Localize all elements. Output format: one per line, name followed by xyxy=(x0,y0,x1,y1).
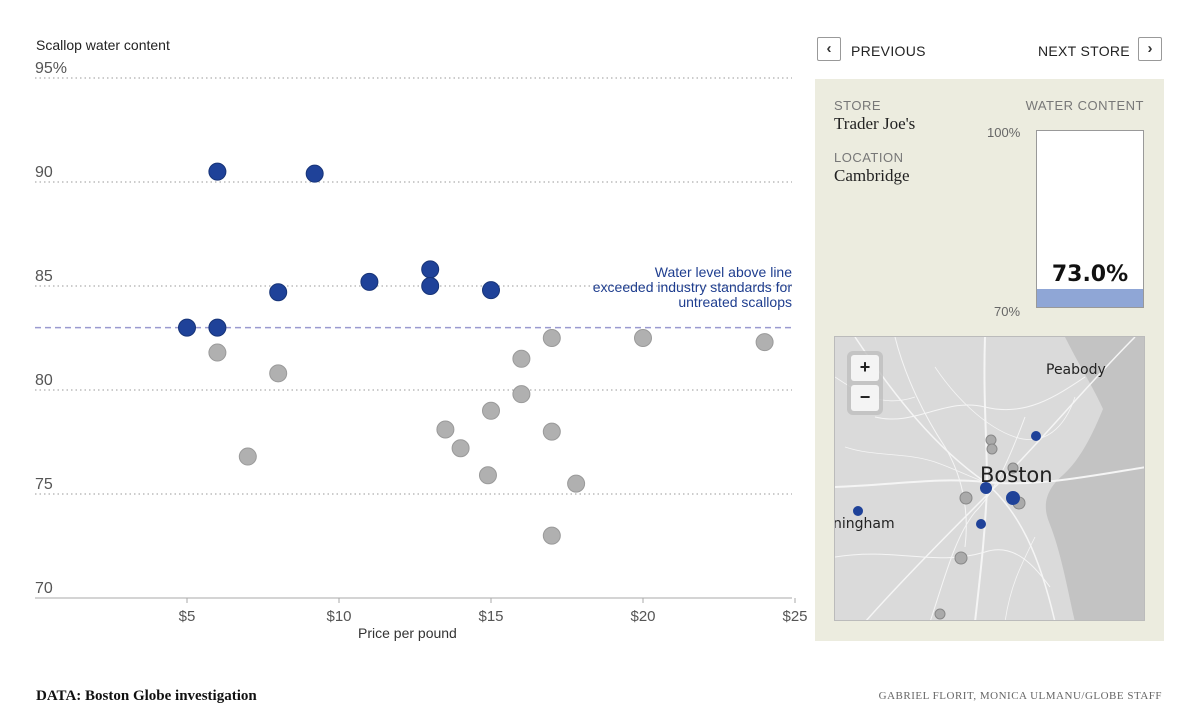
data-point xyxy=(360,272,379,291)
y-tick-label: 80 xyxy=(35,372,53,389)
data-point xyxy=(269,364,288,383)
previous-label[interactable]: PREVIOUS xyxy=(851,43,926,59)
data-point xyxy=(512,349,531,368)
data-point xyxy=(305,164,324,183)
next-store-label[interactable]: NEXT STORE xyxy=(1038,43,1130,59)
byline-credit: GABRIEL FLORIT, MONICA ULMANU/GLOBE STAF… xyxy=(878,690,1162,702)
road-network xyxy=(835,337,1144,620)
map-markers xyxy=(853,431,1041,620)
data-point xyxy=(478,466,497,485)
y-axis-title: Scallop water content xyxy=(36,37,170,53)
data-point xyxy=(208,162,227,181)
map-marker xyxy=(980,482,992,494)
x-tick-label: $25 xyxy=(782,608,807,625)
map-marker xyxy=(985,434,997,446)
x-axis-title: Price per pound xyxy=(358,625,457,641)
gauge-value: 73.0% xyxy=(1051,262,1129,287)
map-label-peabody: Peabody xyxy=(1046,362,1106,378)
data-point xyxy=(208,318,227,337)
scatter-chart: 70 75 80 85 90 95% $5 $10 $15 $20 $25 xyxy=(35,60,808,625)
gauge-max-label: 100% xyxy=(987,125,1021,140)
data-point xyxy=(238,447,257,466)
data-point xyxy=(421,277,440,295)
zoom-controls: + − xyxy=(847,351,883,415)
map-marker xyxy=(853,506,863,516)
map-marker xyxy=(1031,431,1041,441)
threshold-annotation: Water level above line exceeded industry… xyxy=(592,264,792,310)
water-content-gauge: 73.0% xyxy=(1036,130,1144,308)
zoom-in-button[interactable]: + xyxy=(851,355,879,381)
water-content-label: WATER CONTENT xyxy=(1025,98,1144,113)
store-name: Trader Joe's xyxy=(834,114,916,133)
next-store-button[interactable]: › xyxy=(1138,37,1162,61)
data-point xyxy=(451,439,470,458)
x-tick-label: $10 xyxy=(326,608,351,625)
data-point xyxy=(436,420,455,439)
map-marker xyxy=(986,443,998,455)
data-point xyxy=(542,422,561,441)
gauge-fill xyxy=(1037,289,1143,307)
data-point xyxy=(269,283,288,302)
data-point xyxy=(421,260,440,279)
map-marker xyxy=(959,491,973,505)
data-point xyxy=(208,343,227,362)
location-label: LOCATION xyxy=(834,150,904,165)
y-tick-label: 70 xyxy=(35,580,53,597)
map-marker xyxy=(1006,491,1020,505)
ocean-area xyxy=(1045,337,1144,620)
chevron-right-icon: › xyxy=(1147,40,1153,57)
grid-lines xyxy=(35,77,792,495)
zoom-out-button[interactable]: − xyxy=(851,385,879,411)
data-point xyxy=(567,474,586,493)
location-name: Cambridge xyxy=(834,166,910,185)
x-tick-label: $15 xyxy=(478,608,503,625)
data-point xyxy=(482,401,500,420)
y-tick-label: 85 xyxy=(35,268,53,285)
map-marker xyxy=(976,519,986,529)
x-tick-label: $20 xyxy=(630,608,655,625)
data-point xyxy=(178,318,196,337)
gauge-min-label: 70% xyxy=(994,304,1021,319)
map-canvas xyxy=(835,337,1144,620)
data-point xyxy=(482,281,500,300)
x-tick-label: $5 xyxy=(179,608,196,625)
previous-button[interactable]: ‹ xyxy=(817,37,841,61)
data-point xyxy=(542,329,561,347)
data-point xyxy=(512,385,531,404)
data-points xyxy=(178,162,774,545)
map-label-boston: Boston xyxy=(980,463,1053,487)
map-marker xyxy=(954,551,968,565)
map-marker xyxy=(1007,462,1019,474)
data-source-credit: DATA: Boston Globe investigation xyxy=(36,688,257,704)
store-map[interactable]: Peabody Boston ningham + − xyxy=(834,336,1145,621)
data-point xyxy=(755,333,774,352)
map-marker xyxy=(934,608,946,620)
chevron-left-icon: ‹ xyxy=(826,40,832,57)
data-point xyxy=(634,329,652,347)
y-tick-label: 95% xyxy=(35,60,67,77)
store-detail-panel: STORE Trader Joe's LOCATION Cambridge WA… xyxy=(815,79,1164,641)
y-tick-label: 90 xyxy=(35,164,53,181)
data-point xyxy=(542,526,561,545)
store-label: STORE xyxy=(834,98,882,113)
y-tick-label: 75 xyxy=(35,476,53,493)
axes: 70 75 80 85 90 95% $5 $10 $15 $20 $25 xyxy=(35,60,808,625)
map-label-framingham: ningham xyxy=(834,516,895,532)
